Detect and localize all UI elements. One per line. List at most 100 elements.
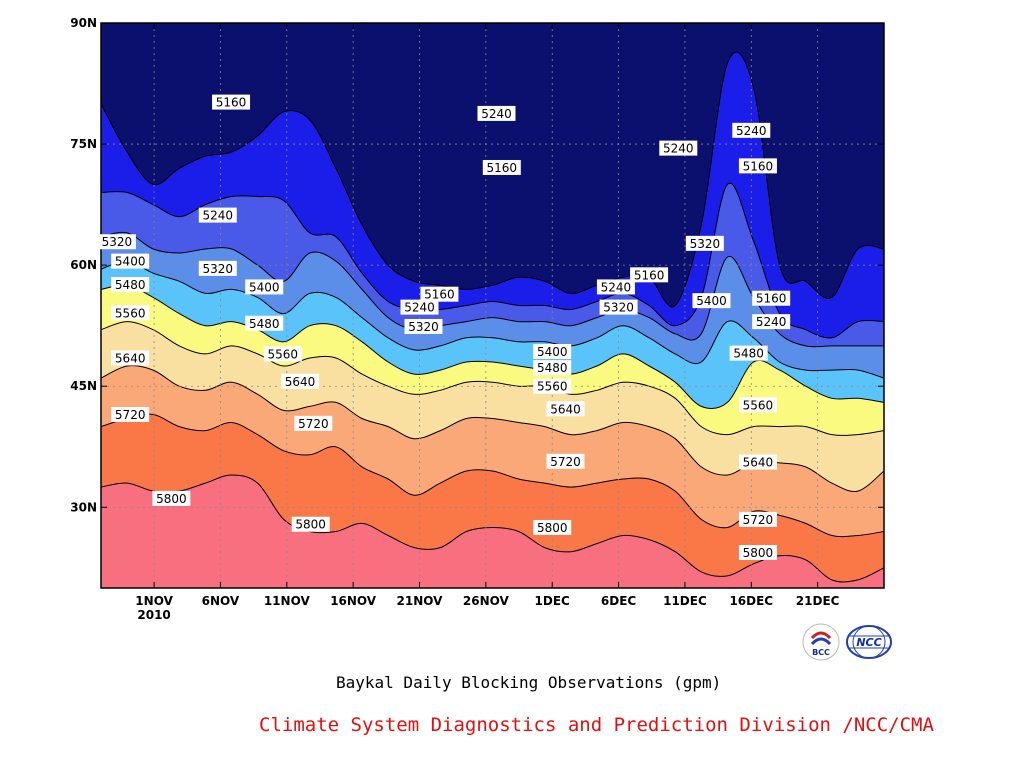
contour-label-text: 5720	[115, 408, 146, 422]
contour-label-text: 5400	[249, 280, 280, 294]
contour-line-5240	[101, 182, 884, 339]
chart-title: Baykal Daily Blocking Observations (gpm)	[336, 673, 722, 692]
contour-line-5400	[101, 260, 884, 379]
footer-credit: Climate System Diagnostics and Predictio…	[259, 714, 934, 736]
contour-label-box	[752, 314, 791, 330]
x-tick-label: 6DEC	[601, 594, 637, 608]
contour-label-box	[533, 344, 572, 360]
x-tick-label: 26NOV	[463, 594, 510, 608]
y-tick-label: 90N	[70, 16, 97, 30]
contour-label-box	[533, 378, 572, 394]
contour-label-box	[111, 253, 150, 269]
contour-label-box	[291, 516, 330, 532]
contour-label: 5160	[482, 159, 521, 175]
x-tick-label: 1DEC	[535, 594, 571, 608]
contour-label-text: 5320	[603, 301, 634, 315]
contour-label-box	[245, 279, 284, 295]
contour-label: 5240	[596, 279, 635, 295]
contour-label: 5400	[245, 279, 284, 295]
contour-label: 5720	[111, 406, 150, 422]
contour-label-text: 5560	[743, 398, 774, 412]
contour-label: 5400	[111, 253, 150, 269]
contour-label-text: 5640	[743, 456, 774, 470]
contour-label: 5320	[404, 318, 443, 334]
contour-label: 5160	[738, 158, 777, 174]
contour-label-box	[685, 235, 724, 251]
contour-label-text: 5480	[733, 347, 764, 361]
contour-line-5480	[101, 284, 884, 410]
contour-label-box	[420, 286, 459, 302]
contour-label-box	[294, 415, 333, 431]
contour-label-box	[111, 277, 150, 293]
contour-label-text: 5640	[115, 351, 146, 365]
contour-label-box	[111, 305, 150, 321]
contour-label: 5800	[291, 516, 330, 532]
contour-label: 5160	[630, 267, 669, 283]
x-tick-label: 2010	[137, 608, 170, 622]
contour-label: 5720	[738, 511, 777, 527]
contour-label-box	[111, 406, 150, 422]
contour-label-box	[404, 318, 443, 334]
contour-label-text: 5320	[690, 237, 721, 251]
contour-label-text: 5640	[550, 402, 581, 416]
contour-label-box	[263, 346, 302, 362]
contour-label-text: 5720	[743, 513, 774, 527]
contour-label: 5240	[198, 207, 237, 223]
contour-label: 5400	[692, 293, 731, 309]
x-tick-label: 1NOV	[135, 594, 173, 608]
contour-label-box	[630, 267, 669, 283]
contour-label-box	[111, 350, 150, 366]
y-tick-label: 30N	[70, 500, 97, 514]
contour-label-text: 5640	[285, 375, 316, 389]
contour-label-text: 5560	[537, 380, 568, 394]
ncc-logo-text: NCC	[856, 636, 881, 649]
contour-label-text: 5320	[102, 235, 133, 249]
contour-label: 5320	[97, 234, 136, 250]
contour-label-box	[533, 519, 572, 535]
contour-label: 5640	[738, 454, 777, 470]
contour-label-text: 5240	[404, 301, 435, 315]
contour-label-text: 5560	[115, 306, 146, 320]
contour-label: 5240	[400, 299, 439, 315]
contour-label: 5320	[198, 260, 237, 276]
contour-label-box	[738, 511, 777, 527]
contour-label: 5320	[685, 235, 724, 251]
contour-label-box	[738, 397, 777, 413]
contour-label: 5800	[738, 544, 777, 560]
contour-label-box	[546, 453, 585, 469]
contour-label: 5720	[294, 415, 333, 431]
contour-label-box	[281, 373, 320, 389]
contour-label: 5480	[729, 345, 768, 361]
contour-label-text: 5480	[249, 317, 280, 331]
contour-label-box	[692, 293, 731, 309]
contour-label: 5240	[659, 140, 698, 156]
contour-label-box	[546, 401, 585, 417]
contour-label-text: 5240	[736, 124, 767, 138]
contour-label-box	[729, 345, 768, 361]
x-tick-label: 21NOV	[397, 594, 444, 608]
contour-label: 5240	[477, 105, 516, 121]
contour-label-box	[152, 490, 191, 506]
contour-label-text: 5800	[537, 521, 568, 535]
contour-label-box	[400, 299, 439, 315]
contour-label-box	[738, 544, 777, 560]
contour-label: 5640	[546, 401, 585, 417]
contour-label: 5240	[752, 314, 791, 330]
contour-label: 5560	[738, 397, 777, 413]
contour-label-text: 5160	[487, 161, 518, 175]
contour-label: 5560	[263, 346, 302, 362]
contour-line-5720	[101, 413, 884, 538]
contour-label-text: 5320	[408, 320, 439, 334]
y-tick-label: 45N	[70, 379, 97, 393]
band-above-5800	[101, 475, 884, 588]
contour-label-text: 5800	[156, 492, 187, 506]
contour-label-text: 5480	[115, 278, 146, 292]
contour-label-text: 5240	[756, 315, 787, 329]
x-tick-label: 16NOV	[330, 594, 377, 608]
contour-label-box	[533, 360, 572, 376]
contour-label-text: 5160	[743, 159, 774, 173]
contour-label-box	[97, 234, 136, 250]
contour-label-box	[596, 279, 635, 295]
